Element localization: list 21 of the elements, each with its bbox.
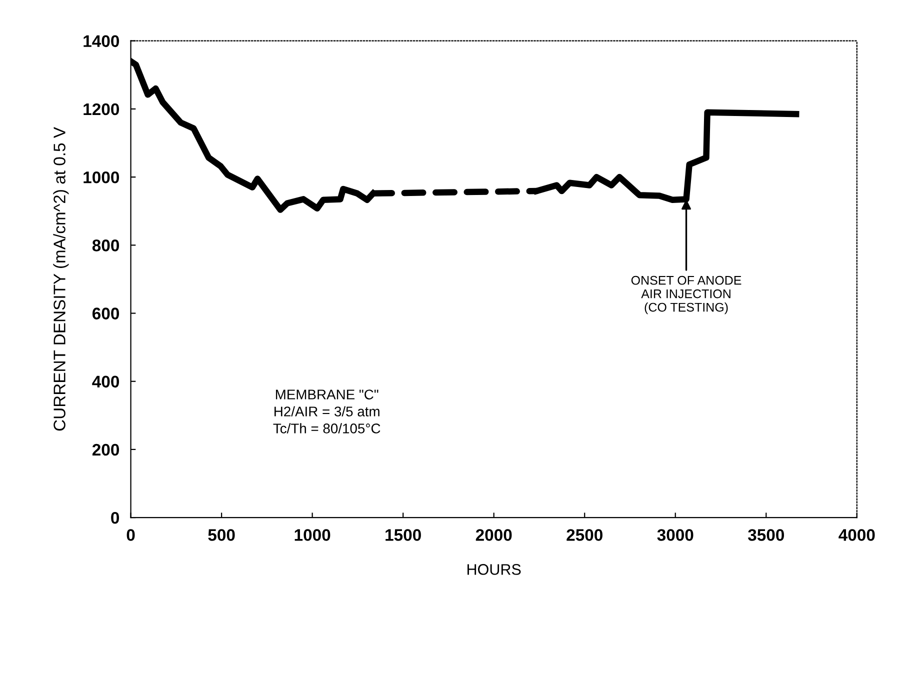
y-tick-label: 800 — [92, 240, 119, 252]
x-tick-label: 3000 — [657, 529, 694, 541]
y-tick-label: 400 — [92, 376, 119, 388]
annotation: MEMBRANE "C" H2/AIR = 3/5 atm Tc/Th = 80/105°C — [273, 390, 380, 434]
x-tick-label: 3500 — [748, 529, 784, 541]
x-tick-label: 500 — [208, 529, 235, 541]
x-tick-label: 0 — [126, 529, 135, 541]
y-tick-label: 1400 — [84, 35, 119, 48]
x-tick-label: 1500 — [386, 529, 421, 541]
x-tick-label: 4000 — [838, 529, 875, 541]
x-tick-label: 2000 — [476, 529, 512, 541]
y-tick-label: 600 — [92, 308, 119, 320]
y-tick-label: 200 — [92, 444, 119, 456]
x-axis-title: HOURS — [468, 564, 521, 575]
y-tick-label: 1200 — [84, 103, 119, 116]
x-tick-label: 1000 — [294, 529, 330, 541]
x-tick-label: 2500 — [566, 529, 602, 541]
y-axis-title: CURRENT DENSITY (mA/cm^2) at 0.5 V — [53, 127, 69, 431]
y-tick-label: 1000 — [84, 171, 119, 184]
annotation: ONSET OF ANODE AIR INJECTION (CO TESTING) — [631, 276, 742, 314]
y-tick-label: 0 — [111, 512, 119, 524]
